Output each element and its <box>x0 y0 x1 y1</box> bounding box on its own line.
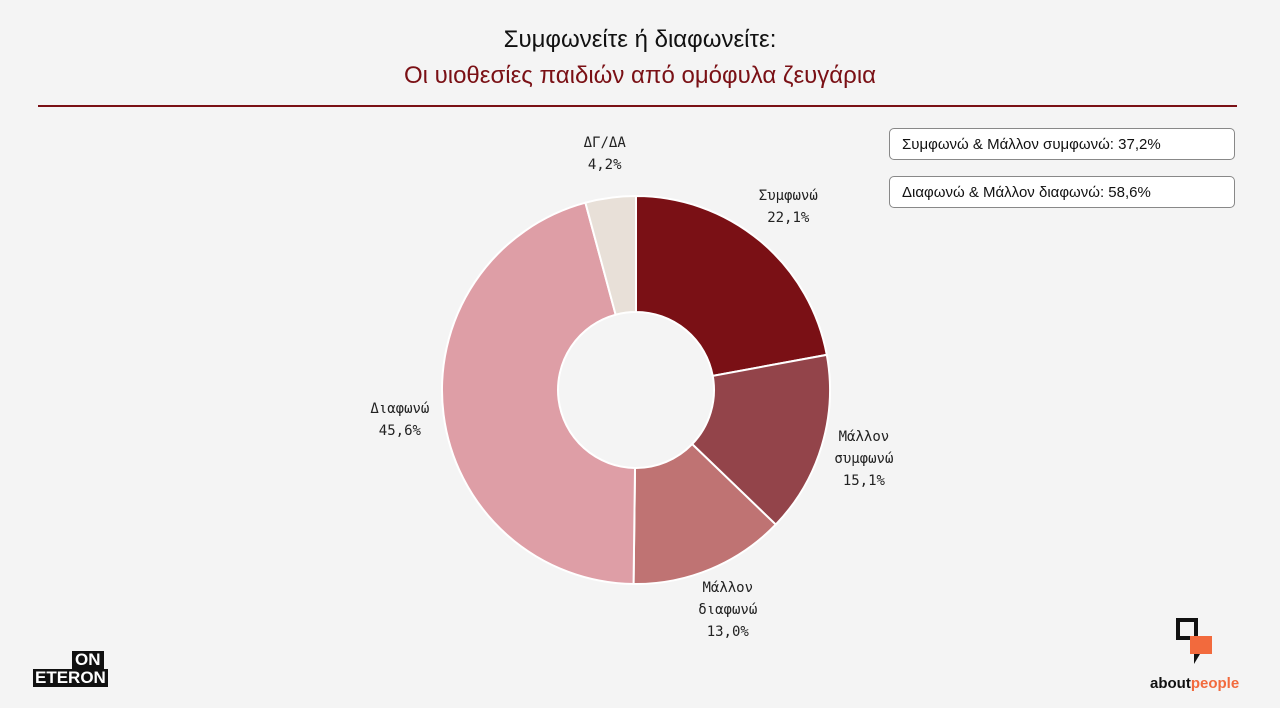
donut-slice <box>632 442 778 585</box>
logo-icon <box>1176 618 1212 664</box>
value-label: 45,6% <box>378 422 421 439</box>
donut-slice <box>441 201 637 585</box>
chart-title: Συμφωνείτε ή διαφωνείτε: <box>503 26 777 53</box>
value-label: 4,2% <box>587 157 622 174</box>
chart-subtitle: Οι υιοθεσίες παιδιών από ομόφυλα ζευγάρι… <box>403 62 877 89</box>
logo-right-b: people <box>1190 675 1240 692</box>
logo-right-a: about <box>1150 675 1191 692</box>
donut-slice <box>635 194 828 378</box>
category-label: ΔΓ/ΔΑ <box>583 135 626 152</box>
donut-slice <box>584 194 637 316</box>
category-label: Συμφωνώ <box>758 188 818 205</box>
slice-label: Συμφωνώ 22,1% <box>733 185 843 229</box>
value-label: 22,1% <box>767 210 810 227</box>
slice-label: Μάλλον διαφωνώ 13,0% <box>673 577 783 643</box>
category-label: Μάλλον συμφωνώ <box>834 428 894 467</box>
slice-label: Μάλλον συμφωνώ 15,1% <box>809 426 919 492</box>
annotation-box: Συμφωνώ & Μάλλον συμφωνώ: 37,2% <box>889 128 1235 160</box>
slice-label: ΔΓ/ΔΑ 4,2% <box>550 132 660 176</box>
title-rule <box>38 105 1237 107</box>
logo-left-bottom: ETERON <box>33 668 108 687</box>
slice-label: Διαφωνώ 45,6% <box>345 398 455 442</box>
annotation-box: Διαφωνώ & Μάλλον διαφωνώ: 58,6% <box>889 176 1235 208</box>
donut-slice <box>690 353 831 526</box>
value-label: 15,1% <box>842 472 885 489</box>
category-label: Μάλλον διαφωνώ <box>698 579 758 618</box>
value-label: 13,0% <box>706 623 749 640</box>
logo-right: aboutpeople <box>1150 675 1239 692</box>
logo-left-top: ON <box>72 651 104 669</box>
category-label: Διαφωνώ <box>370 400 430 417</box>
